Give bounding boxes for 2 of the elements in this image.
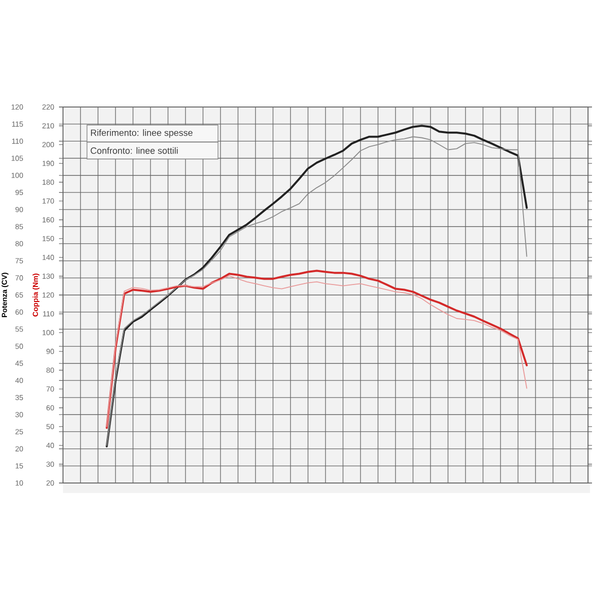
annotation: Riferimento: linee spesse [91, 129, 192, 138]
annotation: Confronto: linee sottili [90, 147, 178, 154]
